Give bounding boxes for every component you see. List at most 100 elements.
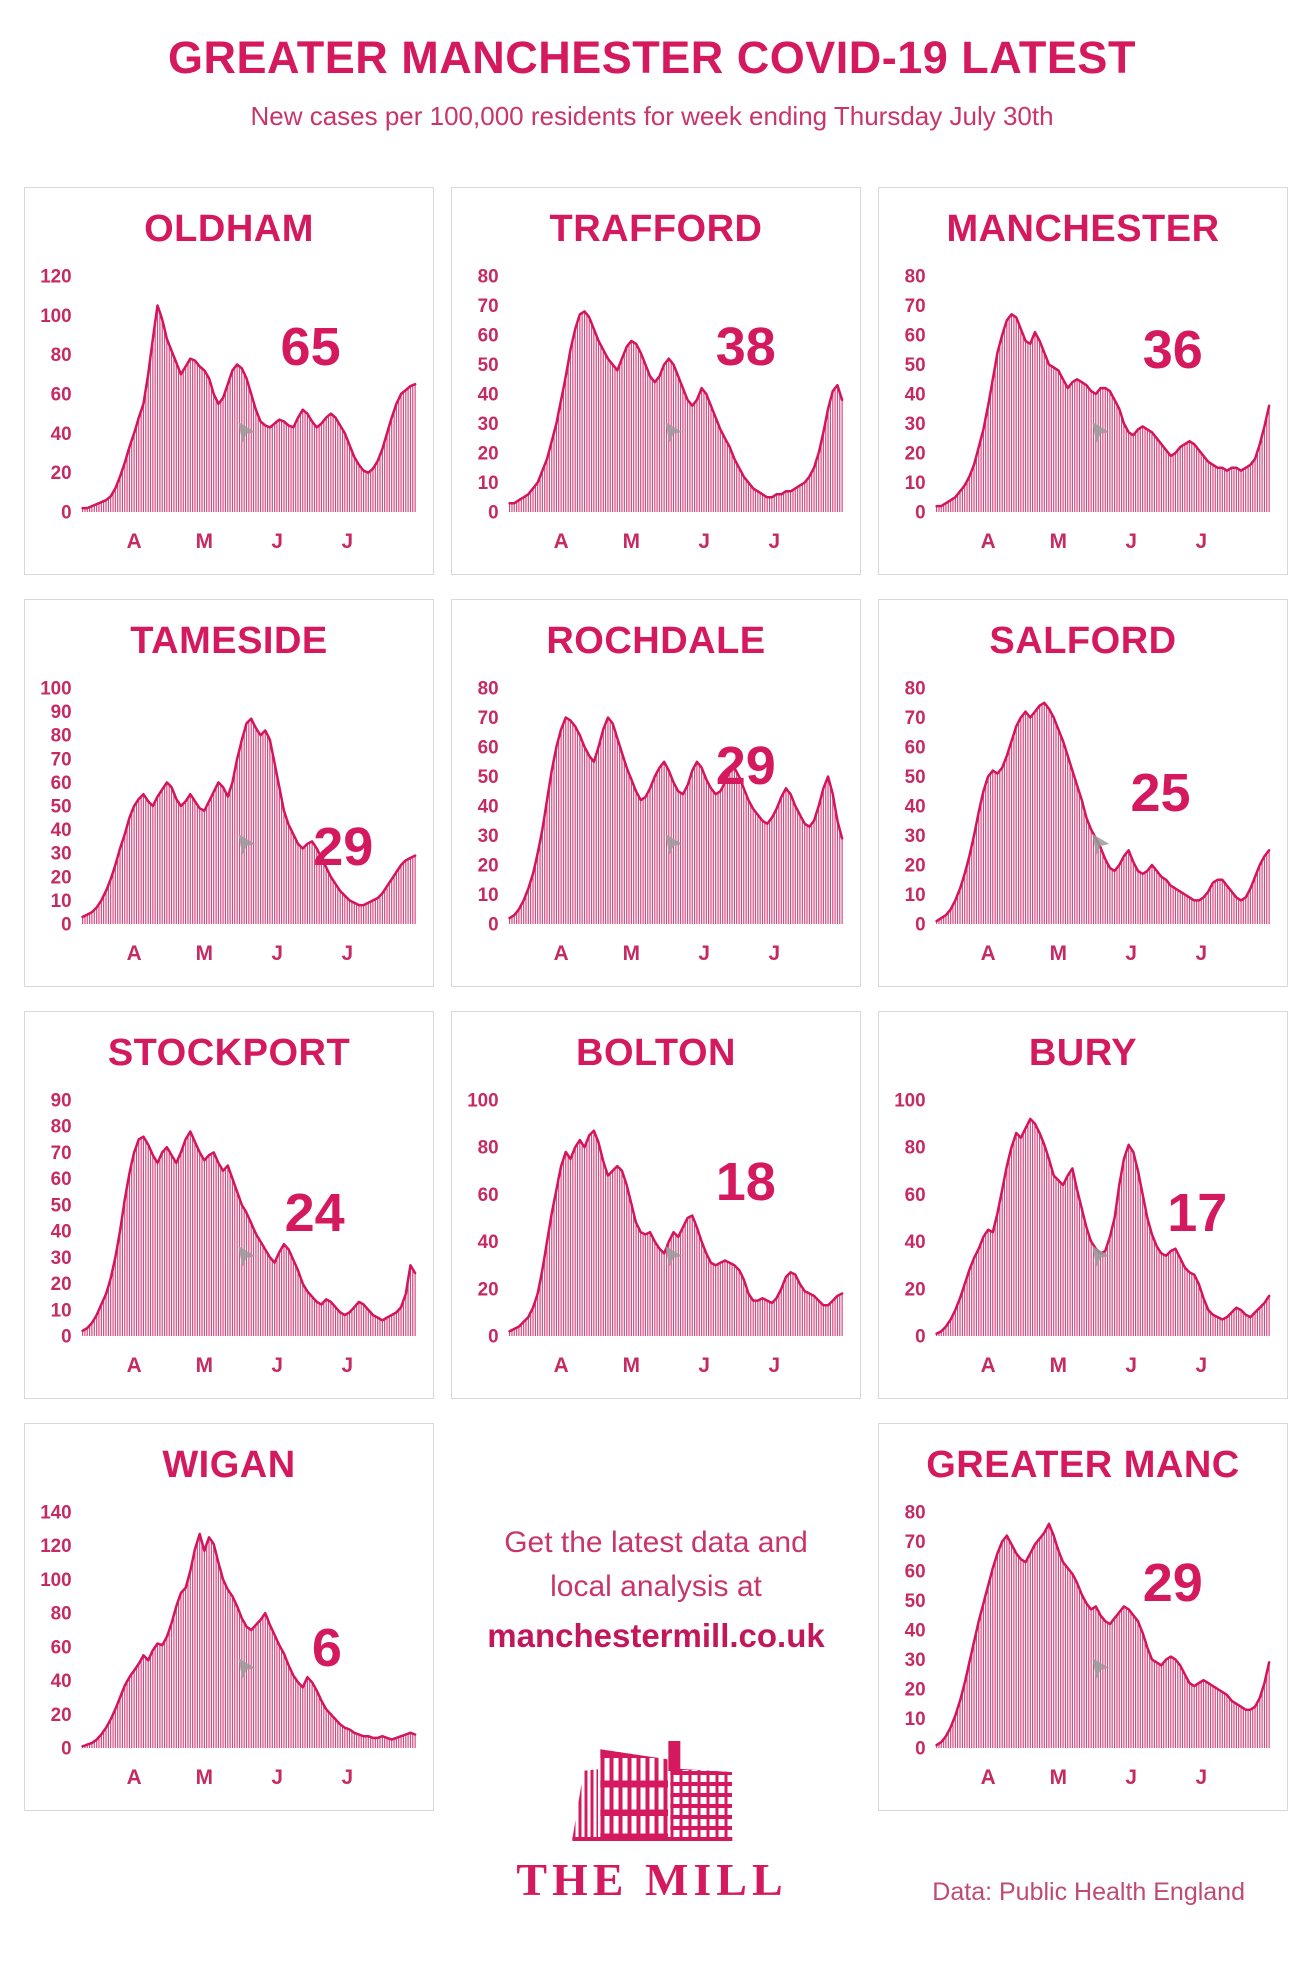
svg-text:40: 40: [905, 385, 926, 406]
chart-plot-manchester: 80 70 60 50 40 30 20 10 0 A M J J: [879, 250, 1287, 576]
svg-text:50: 50: [51, 797, 72, 818]
chart-title-stockport: STOCKPORT: [107, 1032, 351, 1075]
mill-main-block: [599, 1749, 668, 1842]
svg-text:J: J: [271, 1354, 283, 1377]
mill-logo: THE MILL: [516, 1741, 787, 1906]
svg-text:J: J: [769, 1354, 781, 1377]
svg-text:20: 20: [51, 463, 72, 484]
svg-text:M: M: [1050, 942, 1067, 965]
page-title: GREATER MANCHESTER COVID-19 LATEST: [168, 32, 1136, 83]
svg-text:20: 20: [905, 856, 926, 877]
svg-text:10: 10: [905, 1709, 926, 1730]
chart-title-rochdale: ROCHDALE: [546, 620, 766, 663]
svg-text:A: A: [981, 1766, 996, 1789]
promo-link[interactable]: manchestermill.co.uk: [487, 1617, 825, 1655]
svg-text:60: 60: [478, 326, 499, 347]
svg-text:50: 50: [478, 355, 499, 376]
chart-plot-greater-manc: 80 70 60 50 40 30 20 10 0 A M J J: [879, 1486, 1287, 1812]
svg-text:100: 100: [40, 679, 71, 700]
svg-text:120: 120: [40, 267, 71, 288]
svg-text:60: 60: [905, 738, 926, 759]
svg-text:A: A: [554, 1354, 569, 1377]
svg-text:30: 30: [51, 844, 72, 865]
svg-text:90: 90: [51, 702, 72, 723]
svg-text:M: M: [1050, 1766, 1067, 1789]
chart-svg: 90 80 70 60 50 40 30 20 10 0 A M J J: [51, 1091, 417, 1377]
svg-text:100: 100: [894, 1091, 925, 1112]
svg-text:M: M: [196, 1354, 213, 1377]
svg-text:30: 30: [478, 414, 499, 435]
svg-text:J: J: [342, 530, 354, 553]
svg-text:70: 70: [905, 708, 926, 729]
svg-text:50: 50: [905, 355, 926, 376]
chart-value-stockport: 24: [284, 1182, 345, 1243]
promo-line-1: Get the latest data and: [504, 1526, 808, 1560]
chart-plot-tameside: 100 90 80 70 60 50 40 30 20 10 0 A M J J: [25, 662, 433, 988]
svg-text:40: 40: [51, 424, 72, 445]
svg-text:100: 100: [40, 1570, 71, 1591]
svg-text:J: J: [1125, 942, 1137, 965]
svg-text:70: 70: [51, 1143, 72, 1164]
chart-panel-greater-manc: GREATER MANC 29 80 70 60 50 40 30 20 10 0 A M J J: [878, 1423, 1288, 1812]
svg-text:80: 80: [905, 679, 926, 700]
svg-text:20: 20: [478, 1279, 499, 1300]
svg-text:J: J: [342, 1354, 354, 1377]
svg-text:30: 30: [905, 826, 926, 847]
svg-text:60: 60: [51, 773, 72, 794]
svg-text:J: J: [698, 1354, 710, 1377]
chart-value-greater-manc: 29: [1142, 1552, 1203, 1613]
svg-text:20: 20: [478, 444, 499, 465]
svg-text:M: M: [1050, 1354, 1067, 1377]
svg-text:M: M: [196, 942, 213, 965]
svg-text:60: 60: [905, 326, 926, 347]
svg-text:80: 80: [905, 267, 926, 288]
svg-text:10: 10: [51, 891, 72, 912]
chart-value-manchester: 36: [1142, 320, 1203, 381]
svg-text:40: 40: [51, 1222, 72, 1243]
svg-text:60: 60: [51, 385, 72, 406]
svg-text:80: 80: [478, 1138, 499, 1159]
svg-text:10: 10: [905, 885, 926, 906]
svg-text:80: 80: [51, 345, 72, 366]
svg-text:M: M: [623, 942, 640, 965]
svg-text:80: 80: [51, 726, 72, 747]
svg-text:0: 0: [915, 503, 925, 524]
chart-plot-trafford: 80 70 60 50 40 30 20 10 0 A M J J: [452, 250, 860, 576]
svg-text:J: J: [271, 1766, 283, 1789]
promo-block: Get the latest data and local analysis a…: [451, 1423, 861, 1811]
svg-text:0: 0: [61, 503, 71, 524]
svg-text:30: 30: [478, 826, 499, 847]
chart-title-bury: BURY: [1028, 1032, 1138, 1075]
svg-text:40: 40: [905, 1621, 926, 1642]
svg-text:80: 80: [905, 1503, 926, 1524]
svg-text:60: 60: [905, 1562, 926, 1583]
svg-text:80: 80: [51, 1117, 72, 1138]
chart-value-oldham: 65: [280, 316, 341, 377]
svg-text:A: A: [127, 1354, 142, 1377]
svg-text:40: 40: [905, 1232, 926, 1253]
svg-text:20: 20: [478, 856, 499, 877]
chart-svg: 120 100 80 60 40 20 0 A M J J: [40, 267, 417, 553]
svg-text:0: 0: [61, 1327, 71, 1348]
svg-text:50: 50: [478, 767, 499, 788]
chart-plot-bury: 100 80 60 40 20 0 A M J J: [879, 1074, 1287, 1400]
chart-panel-rochdale: ROCHDALE 29 80 70 60 50 40 30 20 10 0 A M J J: [451, 599, 861, 988]
chart-svg: 80 70 60 50 40 30 20 10 0 A M J J: [478, 267, 844, 553]
chart-panel-bolton: BOLTON 18 100 80 60 40 20 0 A M J J: [451, 1011, 861, 1400]
svg-text:J: J: [342, 942, 354, 965]
svg-text:70: 70: [905, 296, 926, 317]
svg-text:20: 20: [905, 1279, 926, 1300]
svg-text:A: A: [127, 1766, 142, 1789]
chart-title-trafford: TRAFFORD: [549, 208, 763, 251]
chart-value-bolton: 18: [715, 1152, 776, 1213]
svg-text:10: 10: [478, 473, 499, 494]
svg-text:J: J: [1196, 530, 1208, 553]
chart-panel-tameside: TAMESIDE 29 100 90 80 70 60 50 40 30 20 10 0 A M J J: [24, 599, 434, 988]
chart-plot-oldham: 120 100 80 60 40 20 0 A M J J: [25, 250, 433, 576]
chart-svg: 80 70 60 50 40 30 20 10 0 A M J J: [905, 1503, 1271, 1789]
svg-text:50: 50: [905, 1591, 926, 1612]
footer: THE MILL Data: Public Health England: [0, 1741, 1304, 1985]
svg-text:70: 70: [478, 296, 499, 317]
mill-building-icon: [571, 1741, 732, 1842]
